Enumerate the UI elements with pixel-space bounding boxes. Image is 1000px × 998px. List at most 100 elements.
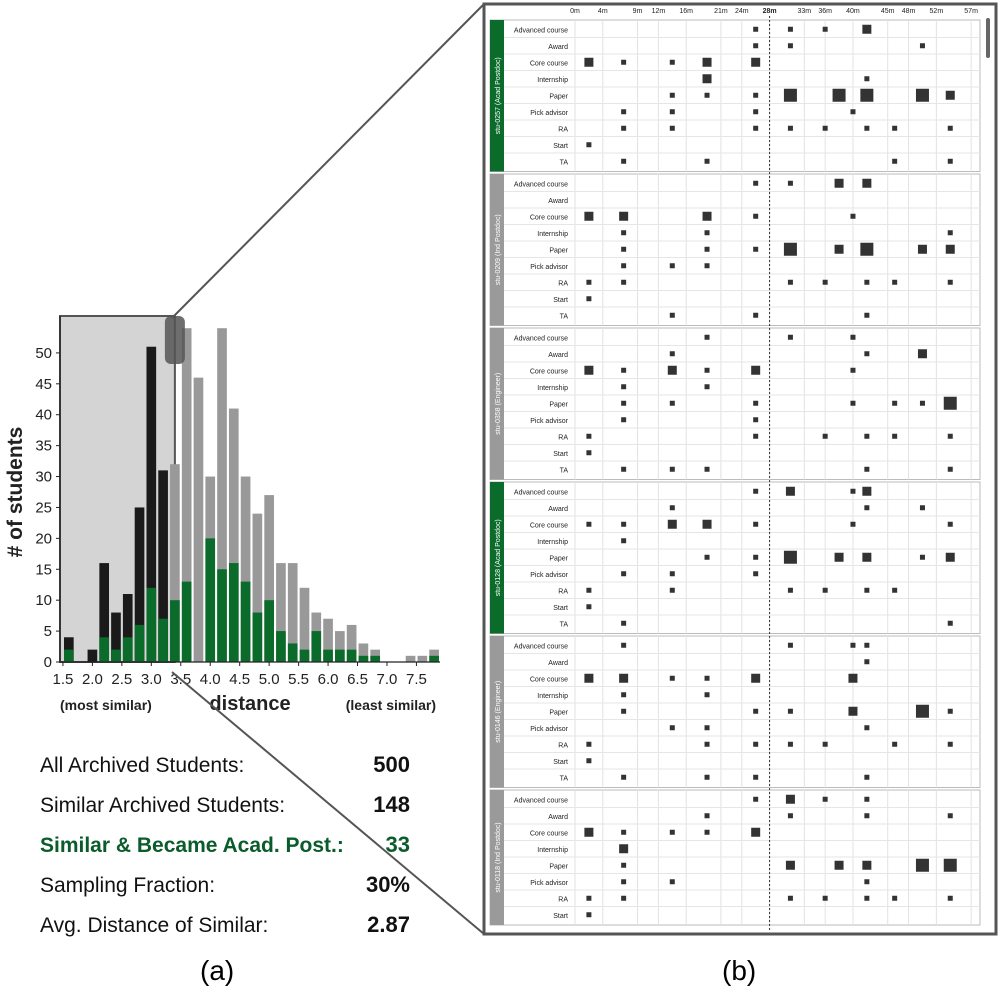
- student-label-bar: [490, 482, 504, 634]
- stat-label: Sampling Fraction:: [40, 874, 216, 897]
- event-marker: [787, 180, 793, 186]
- time-tick-label: 48m: [902, 8, 916, 15]
- event-marker: [947, 466, 953, 472]
- event-category-label: TA: [560, 621, 569, 628]
- event-marker: [848, 706, 858, 716]
- histogram-bar: [252, 612, 263, 662]
- time-tick-label: 36m: [818, 8, 832, 15]
- event-marker: [850, 642, 856, 648]
- event-marker: [862, 860, 872, 870]
- event-marker: [667, 365, 677, 375]
- event-marker: [753, 521, 759, 527]
- event-marker: [864, 774, 870, 780]
- student-id-label: stu-0128 (Acad Postdoc): [495, 519, 502, 596]
- event-marker: [917, 244, 927, 254]
- event-marker: [787, 741, 793, 747]
- histogram-bar: [170, 464, 180, 662]
- event-category-label: Advanced course: [514, 797, 568, 804]
- student-label-bar: [490, 636, 504, 788]
- caption-a: (a): [200, 955, 235, 986]
- event-marker: [621, 263, 627, 269]
- event-marker: [787, 26, 793, 32]
- event-marker: [864, 76, 870, 82]
- event-category-label: Internship: [537, 693, 568, 700]
- event-category-label: Pick advisor: [530, 418, 568, 425]
- event-marker: [850, 109, 856, 115]
- event-category-label: Internship: [537, 77, 568, 84]
- event-marker: [850, 400, 856, 406]
- event-marker: [702, 519, 712, 529]
- histogram-bar: [181, 581, 192, 662]
- event-marker: [704, 367, 710, 373]
- event-category-label: TA: [560, 313, 569, 320]
- time-tick-label: 4m: [598, 8, 608, 15]
- event-marker: [669, 879, 675, 885]
- event-marker: [584, 365, 594, 375]
- event-marker: [864, 796, 870, 802]
- histogram-bar: [240, 476, 251, 662]
- event-marker: [621, 466, 627, 472]
- event-marker: [892, 125, 898, 131]
- event-marker: [834, 244, 844, 254]
- event-marker: [586, 912, 592, 918]
- event-marker: [892, 158, 898, 164]
- event-category-label: Advanced course: [514, 335, 568, 342]
- event-marker: [704, 774, 710, 780]
- histogram-bar: [228, 408, 239, 662]
- histogram-bar: [405, 655, 416, 662]
- event-marker: [892, 741, 898, 747]
- event-category-label: Core course: [530, 676, 568, 683]
- event-category-label: TA: [560, 467, 569, 474]
- event-marker: [621, 538, 627, 544]
- event-marker: [822, 796, 828, 802]
- stat-value: 500: [373, 752, 410, 777]
- event-marker: [704, 334, 710, 340]
- event-marker: [915, 858, 929, 872]
- stat-value: 2.87: [367, 912, 410, 937]
- event-marker: [864, 351, 870, 357]
- event-marker: [864, 433, 870, 439]
- event-marker: [702, 57, 712, 67]
- event-marker: [947, 433, 953, 439]
- histogram-bar: [264, 495, 274, 662]
- x-tick-label: 2.0: [82, 671, 103, 688]
- event-marker: [669, 312, 675, 318]
- event-marker: [753, 92, 759, 98]
- event-category-label: Internship: [537, 847, 568, 854]
- event-category-label: Advanced course: [514, 489, 568, 496]
- x-tick-label: 6.0: [318, 671, 339, 688]
- event-category-label: Advanced course: [514, 643, 568, 650]
- event-marker: [787, 895, 793, 901]
- event-marker: [945, 244, 955, 254]
- event-marker: [832, 88, 846, 102]
- event-marker: [753, 796, 759, 802]
- event-marker: [621, 59, 627, 65]
- x-tick-label: 3.5: [170, 671, 191, 688]
- event-category-label: Start: [553, 297, 568, 304]
- histogram-bar: [181, 328, 192, 662]
- event-marker: [945, 552, 955, 562]
- event-marker: [947, 741, 953, 747]
- event-marker: [864, 505, 870, 511]
- stat-avg-distance: Avg. Distance of Similar: 2.87: [40, 912, 410, 952]
- event-marker: [822, 279, 828, 285]
- event-marker: [621, 384, 627, 390]
- event-marker: [753, 741, 759, 747]
- histogram-bar: [193, 377, 204, 662]
- histogram-bar: [429, 655, 439, 662]
- event-marker: [704, 92, 710, 98]
- event-category-label: Start: [553, 451, 568, 458]
- event-marker: [704, 263, 710, 269]
- event-marker: [667, 519, 677, 529]
- histogram-bar: [276, 631, 286, 662]
- event-marker: [787, 708, 793, 714]
- time-tick-label: 16m: [679, 8, 693, 15]
- event-marker: [892, 279, 898, 285]
- event-marker: [669, 400, 675, 406]
- event-marker: [753, 43, 759, 49]
- event-marker: [669, 466, 675, 472]
- event-marker: [621, 158, 627, 164]
- event-marker: [753, 774, 759, 780]
- student-block: [489, 327, 981, 480]
- event-marker: [704, 725, 710, 731]
